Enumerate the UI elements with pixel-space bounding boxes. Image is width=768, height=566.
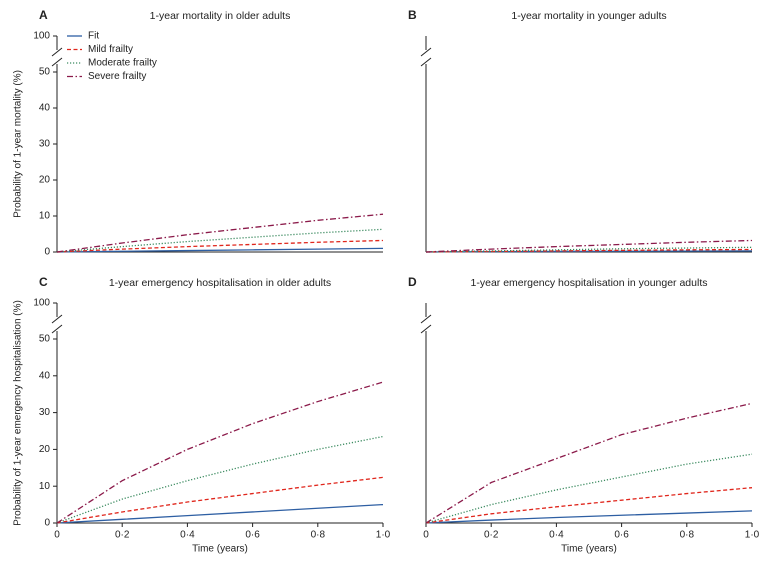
- series-line: [425, 246, 753, 253]
- series-line: [425, 239, 753, 253]
- panel-letter: C: [39, 275, 48, 289]
- series-line: [56, 476, 384, 524]
- panel-letter: A: [39, 8, 48, 22]
- y-tick-label: 30: [39, 407, 51, 418]
- axis-break: [420, 314, 432, 324]
- series-line: [56, 435, 384, 524]
- x-axis-label: Time (years): [192, 544, 248, 555]
- panel-title: 1-year mortality in younger adults: [511, 10, 666, 22]
- x-tick-label: 0: [54, 530, 60, 541]
- panel-title: 1-year mortality in older adults: [150, 10, 291, 22]
- panel-letter: D: [408, 275, 417, 289]
- panel-title: 1-year emergency hospitalisation in olde…: [109, 277, 331, 289]
- x-tick-label: 0: [423, 530, 429, 541]
- legend-label: Severe frailty: [88, 71, 146, 82]
- y-tick-label: 0: [44, 247, 50, 258]
- series-line: [425, 402, 753, 524]
- axis-break: [51, 47, 63, 57]
- x-tick-label: 0·2: [115, 530, 130, 541]
- series-line: [425, 510, 753, 524]
- axis-break: [420, 47, 432, 57]
- axis-break: [51, 57, 63, 67]
- x-tick-label: 1·0: [745, 530, 760, 541]
- series-line: [56, 228, 384, 253]
- axis-break: [420, 57, 432, 67]
- y-tick-label: 50: [39, 67, 51, 78]
- panel-title: 1-year emergency hospitalisation in youn…: [471, 277, 708, 289]
- legend-label: Mild frailty: [88, 44, 133, 55]
- series-line: [56, 239, 384, 253]
- panel-letter: B: [408, 8, 417, 22]
- series-line: [56, 503, 384, 524]
- legend-label: Moderate frailty: [88, 58, 157, 69]
- legend-label: Fit: [88, 31, 99, 42]
- x-tick-label: 0·2: [484, 530, 499, 541]
- y-tick-label: 20: [39, 175, 51, 186]
- series-line: [56, 213, 384, 253]
- x-tick-label: 0·8: [311, 530, 326, 541]
- y-tick-label: 100: [33, 31, 50, 42]
- x-axis-label: Time (years): [561, 544, 617, 555]
- axis-break: [51, 314, 63, 324]
- y-tick-label: 100: [33, 298, 50, 309]
- y-axis-label: Probability of 1-year mortality (%): [13, 70, 24, 218]
- x-tick-label: 0·6: [245, 530, 260, 541]
- y-tick-label: 0: [44, 518, 50, 529]
- y-axis-label: Probability of 1-year emergency hospital…: [13, 300, 24, 526]
- y-tick-label: 40: [39, 103, 51, 114]
- y-tick-label: 10: [39, 481, 51, 492]
- series-line: [425, 487, 753, 524]
- y-tick-label: 10: [39, 211, 51, 222]
- y-tick-label: 40: [39, 370, 51, 381]
- y-tick-label: 30: [39, 139, 51, 150]
- y-tick-label: 50: [39, 334, 51, 345]
- x-tick-label: 0·8: [680, 530, 695, 541]
- x-tick-label: 1·0: [376, 530, 391, 541]
- y-tick-label: 20: [39, 444, 51, 455]
- axis-break: [51, 324, 63, 334]
- x-tick-label: 0·4: [180, 530, 195, 541]
- axis-break: [420, 324, 432, 334]
- series-line: [56, 247, 384, 253]
- x-tick-label: 0·6: [614, 530, 629, 541]
- x-tick-label: 0·4: [549, 530, 564, 541]
- series-line: [56, 381, 384, 524]
